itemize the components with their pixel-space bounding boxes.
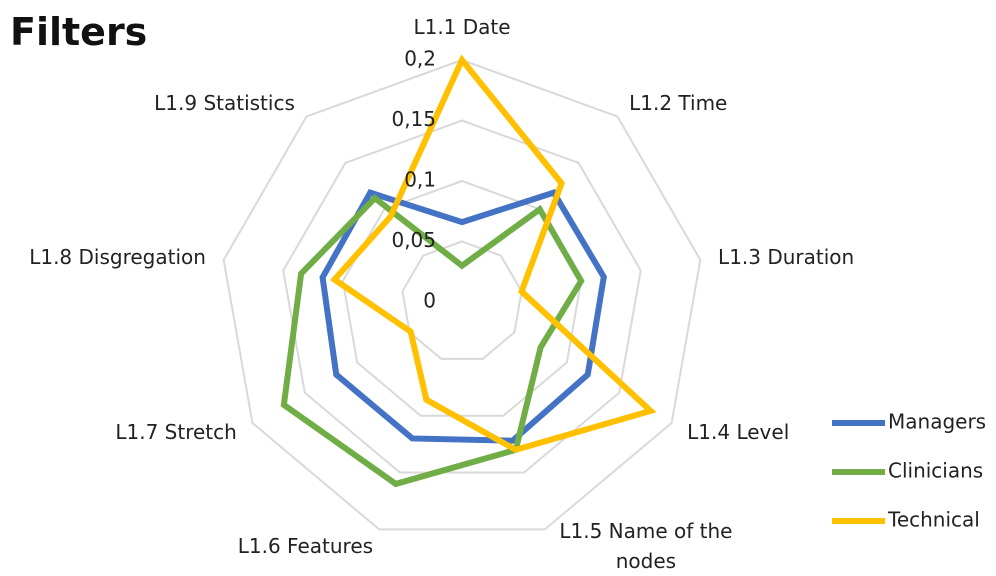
r-tick-label: 0,15	[391, 107, 436, 131]
grid-ring	[282, 119, 642, 474]
r-tick-label: 0,05	[391, 228, 436, 252]
axis-label: L1.5 Name of the nodes	[559, 519, 733, 574]
axis-label: L1.2 Time	[629, 90, 728, 115]
series-line	[329, 54, 657, 454]
axis-label: L1.8 Disgregation	[29, 244, 206, 269]
chart-title: Filters	[10, 10, 148, 54]
grid-ring	[401, 240, 523, 360]
r-tick-label: 0,1	[404, 168, 436, 192]
r-tick-label: 0	[423, 289, 436, 313]
axis-label: L1.6 Features	[237, 534, 374, 559]
r-tick-label: 0,2	[404, 47, 436, 71]
series-line	[280, 194, 585, 488]
grid-ring	[222, 58, 702, 531]
axis-label: L1.4 Level	[687, 420, 790, 444]
axis-label: L1.1 Date	[413, 15, 511, 39]
axis-label: L1.9 Statistics	[154, 90, 295, 115]
axis-label: L1.7 Stretch	[115, 420, 237, 444]
series-line	[319, 189, 607, 444]
axis-label: L1.3 Duration	[718, 244, 855, 269]
legend-label: Technical	[887, 508, 980, 532]
legend-label: Clinicians	[888, 459, 983, 483]
legend-label: Managers	[888, 410, 986, 434]
